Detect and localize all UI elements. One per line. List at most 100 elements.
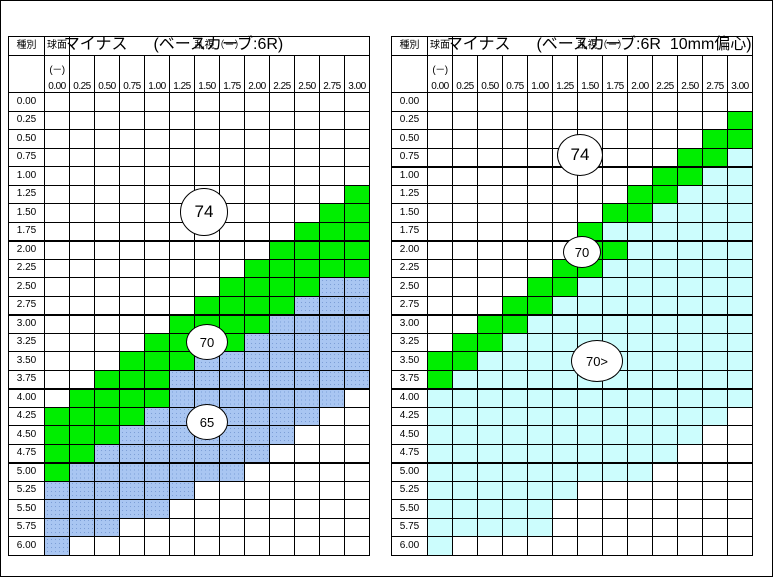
cell-empty xyxy=(119,258,145,278)
cell-green xyxy=(119,351,145,371)
cell-cyan xyxy=(727,203,753,223)
cell-none xyxy=(577,499,603,519)
cell-blue xyxy=(344,277,370,297)
cell-empty xyxy=(652,92,678,112)
cell-blue xyxy=(269,332,295,352)
cell-cyan xyxy=(527,406,553,426)
cyl-value: 2.75 xyxy=(319,55,345,93)
cell-green xyxy=(477,313,503,334)
cell-empty xyxy=(194,277,220,297)
cell-empty xyxy=(427,165,453,186)
cell-cyan xyxy=(577,443,603,463)
cell-none xyxy=(269,499,295,519)
cell-empty xyxy=(94,221,120,241)
sphere-value: 1.50 xyxy=(391,203,428,223)
cell-green xyxy=(344,221,370,241)
cell-cyan xyxy=(677,332,703,352)
cell-none xyxy=(244,499,270,519)
cyl-value: 2.75 xyxy=(702,55,728,93)
header-kind: 種別 xyxy=(8,36,45,56)
cell-cyan xyxy=(552,369,578,389)
cell-blue xyxy=(119,480,145,500)
cell-green xyxy=(294,258,320,278)
cell-cyan xyxy=(577,406,603,426)
cell-empty xyxy=(194,110,220,130)
cell-cyan xyxy=(527,480,553,500)
cell-none xyxy=(344,480,370,500)
cell-blue xyxy=(119,461,145,482)
cell-blue xyxy=(169,461,195,482)
cell-empty xyxy=(602,129,628,149)
sphere-value: 2.75 xyxy=(8,295,45,315)
cell-cyan xyxy=(502,369,528,389)
cell-empty xyxy=(94,239,120,260)
cell-none xyxy=(144,517,170,537)
cell-cyan xyxy=(502,499,528,519)
cell-none xyxy=(727,536,753,556)
cell-blue xyxy=(219,443,245,463)
cell-cyan xyxy=(727,221,753,241)
cell-cyan xyxy=(602,461,628,482)
cell-green xyxy=(44,461,70,482)
cyl-value: 3.00 xyxy=(727,55,753,93)
cell-green xyxy=(69,387,95,408)
cyl-value: 1.00 xyxy=(527,55,553,93)
cell-empty xyxy=(169,110,195,130)
cell-blue xyxy=(319,369,345,389)
cell-cyan xyxy=(452,480,478,500)
cell-none xyxy=(219,480,245,500)
cell-cyan xyxy=(477,387,503,408)
cell-cyan xyxy=(527,499,553,519)
cell-empty xyxy=(119,221,145,241)
cell-none xyxy=(627,536,653,556)
sphere-value: 6.00 xyxy=(8,536,45,556)
cell-empty xyxy=(502,277,528,297)
cyl-value: 1.75 xyxy=(602,55,628,93)
cell-green xyxy=(169,313,195,334)
cell-cyan xyxy=(602,258,628,278)
cell-empty xyxy=(119,166,145,186)
cell-none xyxy=(244,517,270,537)
cell-empty xyxy=(69,166,95,186)
cell-green xyxy=(427,369,453,389)
sphere-value: 3.25 xyxy=(391,332,428,352)
cyl-value: 0.75 xyxy=(502,55,528,93)
cell-blue xyxy=(244,406,270,426)
cell-empty xyxy=(502,258,528,278)
cell-empty xyxy=(269,203,295,223)
cell-none xyxy=(652,480,678,500)
cell-cyan xyxy=(527,443,553,463)
sphere-value: 3.00 xyxy=(391,313,428,334)
cell-cyan xyxy=(477,461,503,482)
sphere-value: 2.00 xyxy=(8,239,45,260)
cell-empty xyxy=(219,129,245,149)
cell-cyan xyxy=(502,406,528,426)
cell-empty xyxy=(69,129,95,149)
cell-empty xyxy=(577,203,603,223)
cell-empty xyxy=(194,147,220,167)
cell-cyan xyxy=(652,258,678,278)
cell-empty xyxy=(69,258,95,278)
cell-empty xyxy=(527,165,553,186)
cell-empty xyxy=(552,203,578,223)
sphere-value: 0.50 xyxy=(8,129,45,149)
cell-none xyxy=(727,461,753,482)
cell-cyan xyxy=(727,313,753,334)
cell-cyan xyxy=(702,406,728,426)
cell-empty xyxy=(452,221,478,241)
cell-none xyxy=(577,536,603,556)
sphere-value: 1.00 xyxy=(391,165,428,186)
cell-none xyxy=(552,536,578,556)
cell-none xyxy=(344,499,370,519)
cell-cyan xyxy=(452,517,478,537)
cyl-value: (－) 0.00 xyxy=(427,55,453,93)
cell-green xyxy=(527,295,553,315)
cell-cyan xyxy=(652,443,678,463)
cell-none xyxy=(677,461,703,482)
cell-cyan xyxy=(527,461,553,482)
sphere-value: 2.00 xyxy=(391,239,428,260)
cell-empty xyxy=(269,110,295,130)
cell-green xyxy=(502,313,528,334)
cell-green xyxy=(119,406,145,426)
cell-none xyxy=(677,517,703,537)
